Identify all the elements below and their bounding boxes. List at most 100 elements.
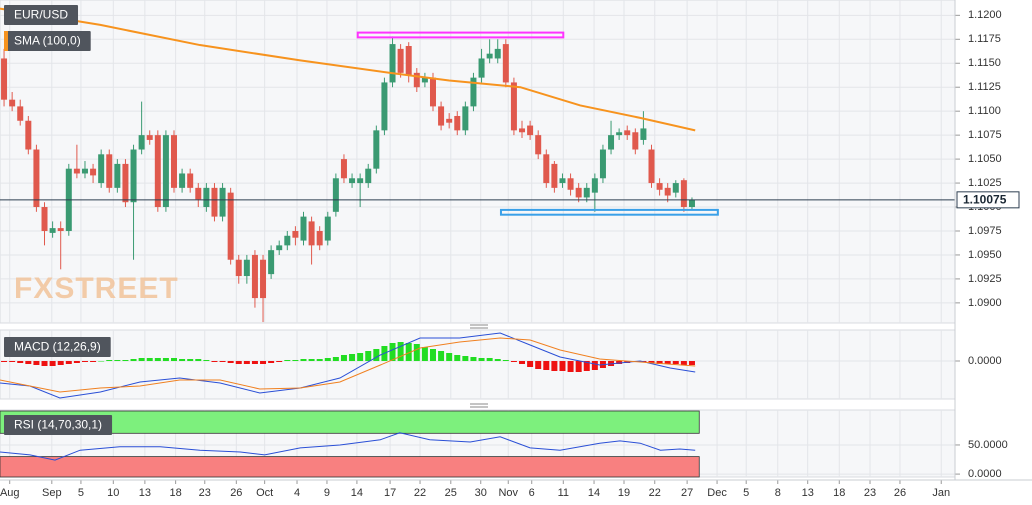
y-tick-label: 1.0950 xyxy=(968,249,1002,261)
histogram-bar xyxy=(171,358,178,361)
y-tick-label: 1.1075 xyxy=(968,129,1002,141)
histogram-bar xyxy=(421,347,428,361)
x-tick-label: 17 xyxy=(384,487,396,499)
candle-body xyxy=(373,130,380,169)
candle-body xyxy=(446,118,453,123)
candle-body xyxy=(664,187,671,196)
histogram-bar xyxy=(462,356,469,361)
histogram-bar xyxy=(688,361,695,365)
histogram-bar xyxy=(672,361,679,364)
candle-body xyxy=(656,183,663,190)
candle-body xyxy=(583,187,590,198)
candle-body xyxy=(454,115,461,131)
histogram-bar xyxy=(324,358,331,361)
histogram-bar xyxy=(405,343,412,361)
histogram-bar xyxy=(219,361,226,362)
candle-body xyxy=(316,230,323,246)
candle-body xyxy=(486,53,493,59)
candle-body xyxy=(138,135,145,150)
histogram-bar xyxy=(57,361,64,365)
last-price-box xyxy=(956,191,1020,209)
histogram-bar xyxy=(211,361,218,362)
histogram-bar xyxy=(130,359,137,361)
y-tick-label: 1.1025 xyxy=(968,177,1002,189)
histogram-bar xyxy=(235,361,242,364)
legend-item: EUR/USD xyxy=(4,5,79,25)
candle-body xyxy=(284,235,291,246)
histogram-bar xyxy=(292,360,299,361)
x-tick-label: 14 xyxy=(351,487,363,499)
x-tick-label: Oct xyxy=(256,487,273,499)
candle-body xyxy=(235,259,242,277)
candle-body xyxy=(357,178,364,184)
candle-body xyxy=(41,207,48,231)
candle-body xyxy=(33,149,40,208)
candle-body xyxy=(179,173,186,188)
candle-body xyxy=(349,178,356,184)
histogram-bar xyxy=(1,361,8,362)
x-tick-label: 5 xyxy=(78,487,84,499)
candle-body xyxy=(1,58,8,100)
candle-body xyxy=(599,149,606,179)
candle-body xyxy=(624,130,631,136)
candle-body xyxy=(81,168,88,174)
y-tick-label: 1.1125 xyxy=(968,81,1001,93)
histogram-bar xyxy=(227,361,234,363)
y-tick-label: 1.0975 xyxy=(968,225,1002,237)
histogram-bar xyxy=(33,361,40,365)
y-tick-label: 1.1100 xyxy=(968,105,1001,117)
candle-body xyxy=(122,163,129,203)
x-tick-label: 11 xyxy=(558,487,569,499)
candle-body xyxy=(130,149,137,203)
candle-body xyxy=(251,254,258,299)
candle-body xyxy=(268,250,275,275)
candle-body xyxy=(519,128,526,133)
candle-body xyxy=(187,173,194,188)
candle-body xyxy=(381,82,388,131)
histogram-bar xyxy=(365,351,372,361)
histogram-bar xyxy=(260,361,267,364)
candle-body xyxy=(551,163,558,188)
y-tick-label: 1.1175 xyxy=(968,33,1001,45)
candle-body xyxy=(292,230,299,238)
histogram-bar xyxy=(664,361,671,364)
x-tick-label: Aug xyxy=(0,487,20,499)
histogram-bar xyxy=(389,343,396,361)
x-tick-label: 14 xyxy=(588,487,600,499)
histogram-bar xyxy=(551,361,558,371)
candle-body xyxy=(9,99,16,107)
x-tick-label: 9 xyxy=(324,487,330,499)
candle-body xyxy=(324,216,331,241)
x-tick-label: 4 xyxy=(294,487,300,499)
candle-body xyxy=(421,77,428,83)
histogram-bar xyxy=(138,358,145,361)
histogram-bar xyxy=(680,361,687,365)
y-tick-label: 1.1050 xyxy=(968,153,1002,165)
candle-body xyxy=(616,132,623,136)
histogram-bar xyxy=(65,361,72,364)
y-tick-label: 1.0925 xyxy=(968,273,1002,285)
candle-body xyxy=(543,154,550,184)
histogram-bar xyxy=(413,344,420,361)
x-tick-label: Sep xyxy=(42,487,62,499)
histogram-bar xyxy=(251,361,258,364)
legend-item: RSI (14,70,30,1) xyxy=(4,415,113,435)
candle-body xyxy=(608,135,615,150)
macd-line xyxy=(0,332,696,399)
histogram-bar xyxy=(494,359,501,361)
pane-handles xyxy=(470,324,488,408)
histogram-bar xyxy=(300,359,307,361)
zone-box xyxy=(499,208,719,216)
histogram-bar xyxy=(106,360,113,361)
candle-body xyxy=(106,154,113,188)
candle-body xyxy=(591,178,598,193)
histogram-bar xyxy=(438,351,445,361)
candle-body xyxy=(195,187,202,200)
candle-body xyxy=(429,77,436,107)
histogram-bar xyxy=(616,361,623,364)
histogram-bar xyxy=(478,358,485,361)
candle-body xyxy=(340,159,347,179)
candle-body xyxy=(527,125,534,136)
x-tick-label: Nov xyxy=(498,487,518,499)
x-tick-label: 8 xyxy=(775,487,781,499)
